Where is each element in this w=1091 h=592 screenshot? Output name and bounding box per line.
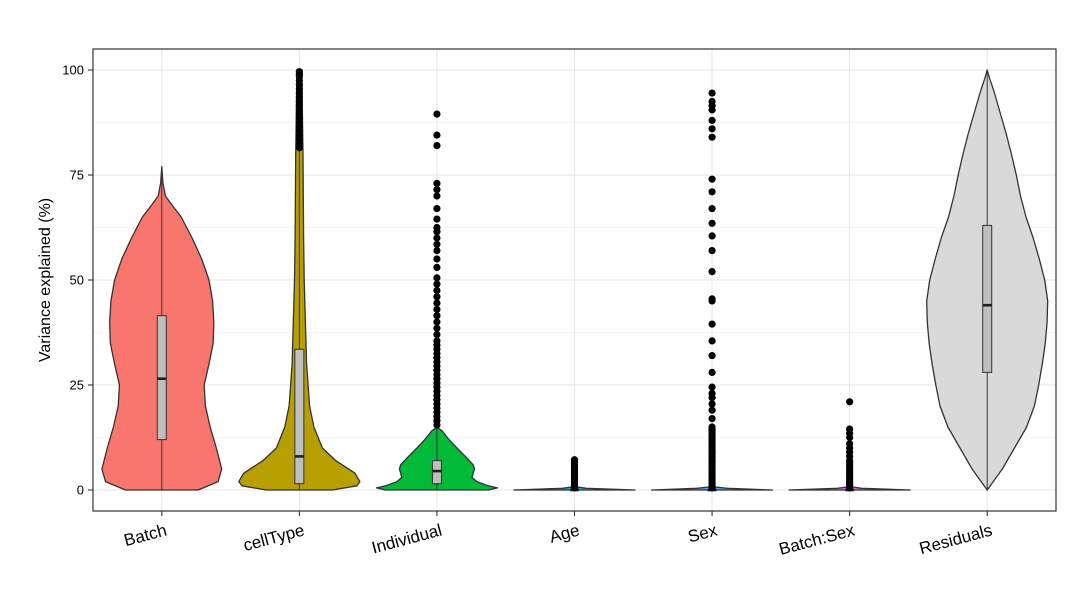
y-tick-label: 75 <box>70 168 84 183</box>
box-celltype <box>294 348 305 485</box>
x-tick-label-batch-sex: Batch:Sex <box>777 520 857 559</box>
outlier-layer <box>295 68 854 492</box>
outlier-point-sex <box>708 383 716 391</box>
outlier-point-sex <box>708 320 716 328</box>
outlier-point-individual <box>433 247 441 255</box>
y-tick-label: 25 <box>70 378 84 393</box>
x-tick-label-celltype: cellType <box>241 521 306 555</box>
outlier-point-sex <box>708 337 716 345</box>
outlier-point-sex <box>708 232 716 240</box>
outlier-point-individual <box>433 192 441 200</box>
outlier-point-individual <box>433 318 441 326</box>
outlier-point-individual <box>433 142 441 150</box>
outlier-point-individual <box>433 179 441 187</box>
outlier-point-individual <box>433 331 441 339</box>
x-tick-label-batch: Batch <box>122 521 169 551</box>
outlier-point-sex <box>708 188 716 196</box>
outlier-point-age <box>570 456 579 464</box>
outlier-point-sex <box>708 97 716 106</box>
box-residuals <box>982 224 993 373</box>
outlier-point-sex <box>708 389 716 397</box>
y-tick-label: 0 <box>77 483 84 498</box>
x-tick-label-residuals: Residuals <box>917 521 994 559</box>
outlier-point-sex <box>708 247 716 255</box>
outlier-point-individual <box>433 215 441 223</box>
x-tick-label-sex: Sex <box>686 520 720 546</box>
outlier-point-celltype <box>295 68 303 76</box>
outlier-point-sex <box>708 406 716 414</box>
outlier-point-individual <box>433 186 441 194</box>
y-tick-label: 100 <box>62 63 84 78</box>
x-tick-label-age: Age <box>547 521 581 547</box>
outlier-point-sex <box>708 268 716 276</box>
outlier-point-individual <box>433 280 441 288</box>
outlier-point-sex <box>708 295 716 303</box>
outlier-point-individual <box>433 286 441 295</box>
outlier-point-sex <box>708 423 716 431</box>
outlier-point-individual <box>433 131 441 139</box>
outlier-point-sex <box>708 89 716 97</box>
outlier-point-individual <box>433 299 441 307</box>
outlier-point-sex <box>708 400 716 408</box>
outlier-point-individual <box>433 312 441 320</box>
outlier-point-individual <box>433 305 441 313</box>
outlier-point-batch-sex <box>846 398 854 406</box>
outlier-point-sex <box>708 205 716 213</box>
outlier-point-sex <box>708 219 716 227</box>
outlier-point-sex <box>708 175 716 183</box>
outlier-point-individual <box>433 293 441 301</box>
outlier-point-individual <box>433 240 441 248</box>
outlier-point-individual <box>433 263 441 271</box>
outlier-point-individual <box>433 110 441 118</box>
y-axis-label: Variance explained (%) <box>37 198 54 362</box>
outlier-point-sex <box>708 415 716 423</box>
outlier-point-sex <box>708 352 716 360</box>
y-tick-label: 50 <box>70 273 84 288</box>
outlier-point-sex <box>708 133 716 141</box>
outlier-point-individual <box>433 324 441 332</box>
outlier-point-individual <box>433 234 441 242</box>
outlier-point-individual <box>433 205 441 213</box>
grid-layer <box>93 49 1056 511</box>
outlier-point-sex <box>708 368 716 376</box>
outlier-point-individual <box>433 337 441 345</box>
outlier-point-batch-sex <box>846 440 854 448</box>
outlier-point-individual <box>433 255 441 263</box>
box-layer <box>156 70 993 492</box>
outlier-point-sex <box>708 116 716 124</box>
y-axis: 0 25 50 75 100 <box>62 63 93 498</box>
outlier-point-batch-sex <box>846 425 854 433</box>
outlier-point-sex <box>708 125 716 133</box>
x-axis: Batch cellType Individual Age Sex Batch:Sex Re… <box>122 511 994 559</box>
outlier-point-individual <box>433 223 441 232</box>
outlier-point-individual <box>433 274 441 282</box>
x-tick-label-individual: Individual <box>370 521 444 558</box>
